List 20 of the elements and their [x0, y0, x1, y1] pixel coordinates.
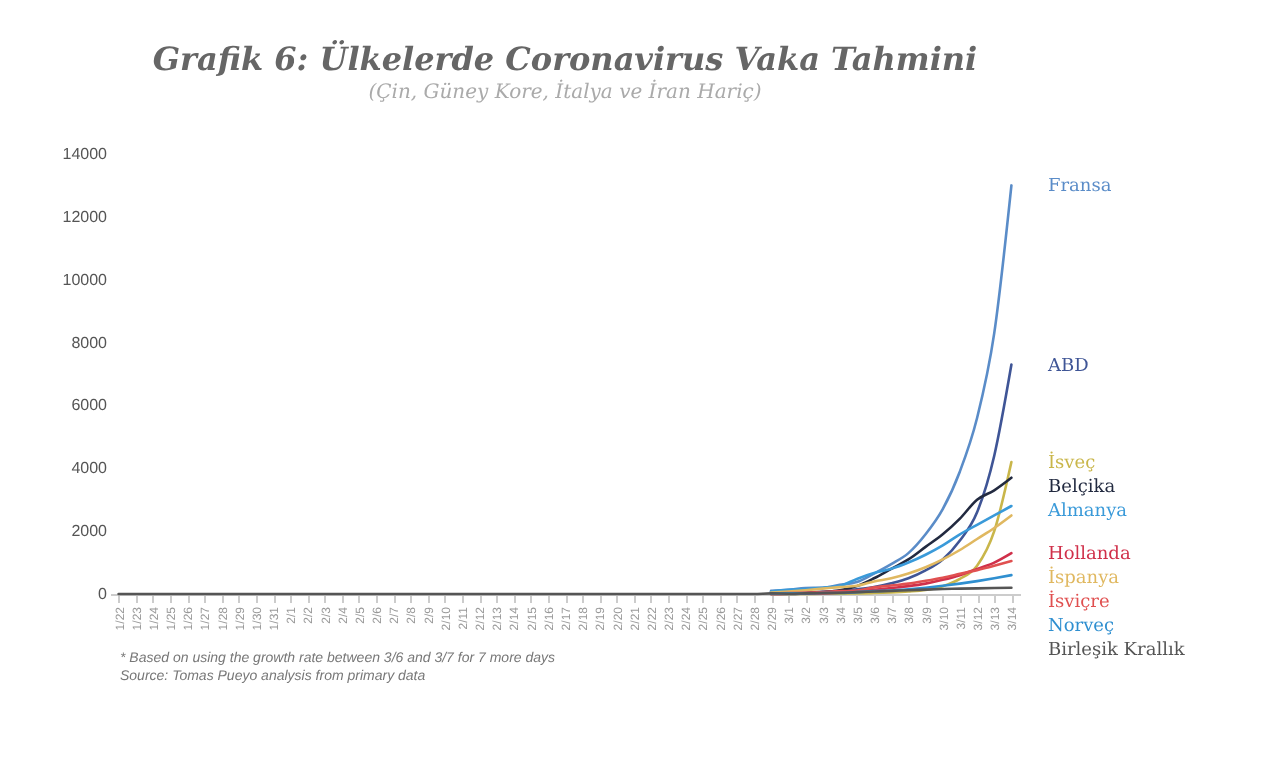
- text: Almanya: [1046, 502, 1129, 522]
- text: Birleşik Krallık: [1048, 641, 1186, 662]
- text: İsviçre: [1048, 589, 1110, 614]
- y-tick-label: 0: [98, 585, 109, 603]
- text: Hollanda: [1048, 545, 1132, 566]
- y-tick-label: 14000: [62, 145, 109, 163]
- text: İspanya: [1048, 565, 1121, 590]
- y-tick-label: 12000: [62, 207, 109, 226]
- y-tick-label: 10000: [62, 270, 109, 289]
- chart-subtitle: (Çin, Güney Kore, İtalya ve İran Hariç): [368, 78, 762, 104]
- y-tick-label: 6000: [71, 396, 109, 415]
- text: Fransa: [1048, 177, 1113, 198]
- chart-title: Grafik 6: Ülkelerde Coronavirus Vaka Tahmini: [152, 38, 978, 78]
- y-tick-label: 8000: [71, 333, 109, 352]
- y-tick-label: 2000: [71, 522, 109, 541]
- text: ABD: [1046, 356, 1089, 377]
- text: Belçika: [1048, 478, 1117, 498]
- text: İsveç: [1048, 450, 1096, 474]
- y-tick-label: 4000: [71, 459, 109, 478]
- text: Norveç: [1048, 617, 1115, 638]
